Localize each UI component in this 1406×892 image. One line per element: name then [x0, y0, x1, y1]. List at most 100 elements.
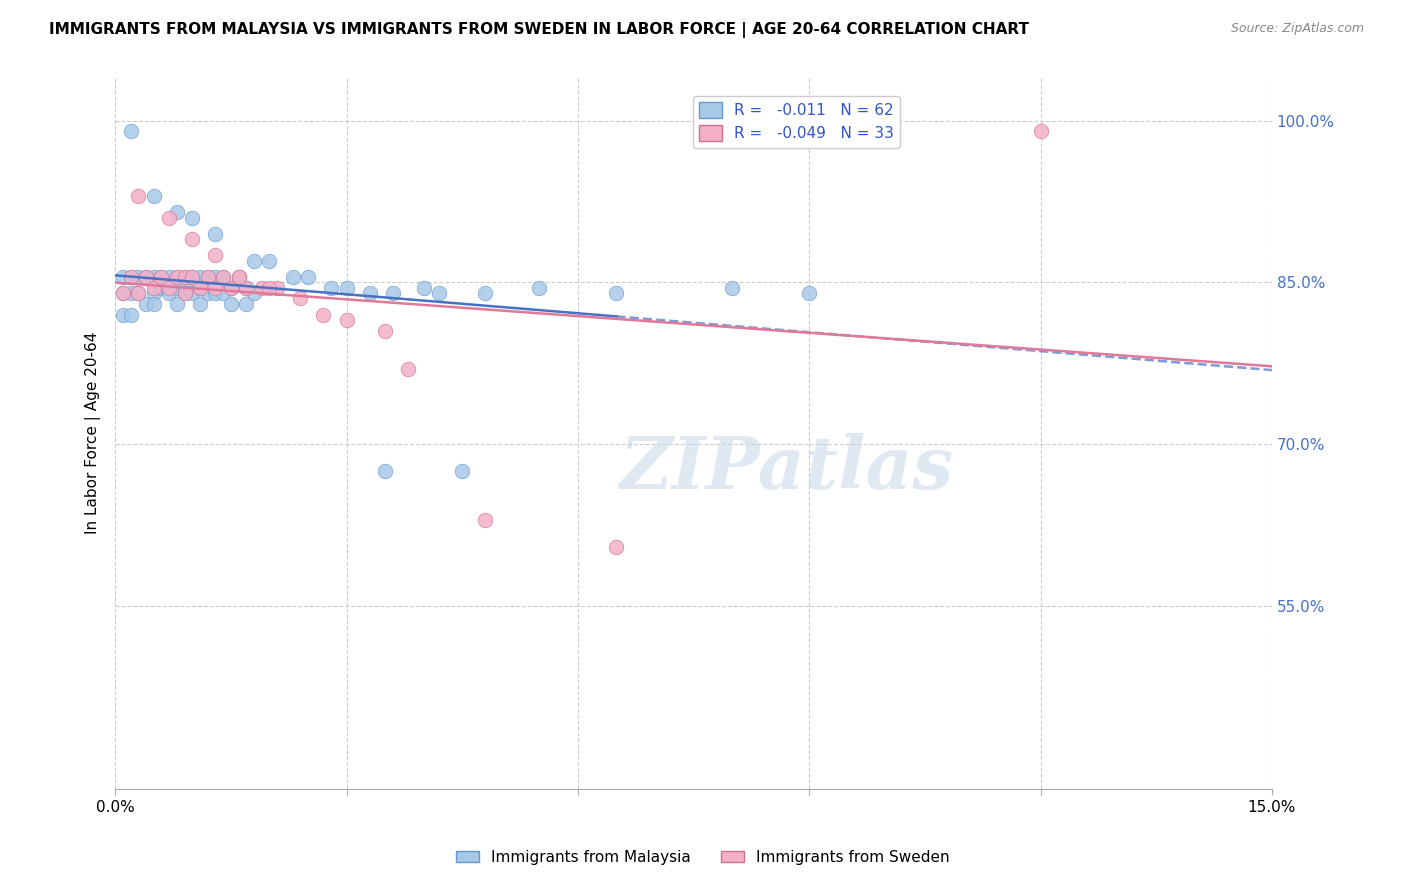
Point	[188, 297, 211, 311]
Point	[120, 286, 142, 301]
Point	[474, 512, 496, 526]
Y-axis label: In Labor Force | Age 20-64: In Labor Force | Age 20-64	[86, 332, 101, 534]
Text: ZIPatlas: ZIPatlas	[619, 434, 953, 504]
Point	[150, 269, 173, 284]
Point	[120, 269, 142, 284]
Point	[396, 361, 419, 376]
Point	[173, 269, 195, 284]
Point	[259, 253, 281, 268]
Point	[150, 281, 173, 295]
Point	[127, 269, 149, 284]
Point	[120, 124, 142, 138]
Point	[529, 281, 551, 295]
Point	[605, 540, 627, 554]
Point	[142, 297, 165, 311]
Point	[111, 286, 134, 301]
Point	[412, 281, 434, 295]
Point	[381, 286, 404, 301]
Point	[181, 211, 204, 225]
Point	[235, 281, 257, 295]
Point	[157, 286, 180, 301]
Point	[181, 269, 204, 284]
Point	[173, 286, 195, 301]
Point	[142, 281, 165, 295]
Point	[188, 281, 211, 295]
Point	[166, 281, 188, 295]
Point	[243, 253, 266, 268]
Point	[111, 269, 134, 284]
Point	[120, 269, 142, 284]
Point	[135, 269, 157, 284]
Point	[204, 269, 226, 284]
Point	[127, 286, 149, 301]
Point	[197, 269, 219, 284]
Point	[474, 286, 496, 301]
Point	[243, 286, 266, 301]
Point	[142, 189, 165, 203]
Point	[212, 269, 235, 284]
Point	[374, 464, 396, 478]
Point	[120, 308, 142, 322]
Point	[150, 269, 173, 284]
Point	[312, 308, 335, 322]
Point	[451, 464, 474, 478]
Text: Source: ZipAtlas.com: Source: ZipAtlas.com	[1230, 22, 1364, 36]
Point	[266, 281, 288, 295]
Point	[605, 286, 627, 301]
Point	[181, 269, 204, 284]
Point	[219, 297, 242, 311]
Point	[427, 286, 450, 301]
Point	[374, 324, 396, 338]
Point	[181, 232, 204, 246]
Point	[1029, 124, 1052, 138]
Point	[204, 281, 226, 295]
Point	[219, 281, 242, 295]
Point	[111, 308, 134, 322]
Point	[359, 286, 381, 301]
Point	[166, 269, 188, 284]
Point	[173, 269, 195, 284]
Point	[281, 269, 304, 284]
Point	[135, 297, 157, 311]
Point	[188, 269, 211, 284]
Point	[228, 269, 250, 284]
Point	[799, 286, 821, 301]
Point	[219, 281, 242, 295]
Legend: R =   -0.011   N = 62, R =   -0.049   N = 33: R = -0.011 N = 62, R = -0.049 N = 33	[693, 95, 900, 147]
Point	[197, 286, 219, 301]
Point	[157, 269, 180, 284]
Point	[250, 281, 273, 295]
Point	[197, 269, 219, 284]
Point	[212, 269, 235, 284]
Point	[721, 281, 744, 295]
Point	[173, 281, 195, 295]
Point	[228, 269, 250, 284]
Point	[142, 286, 165, 301]
Point	[135, 269, 157, 284]
Point	[235, 281, 257, 295]
Point	[297, 269, 319, 284]
Point	[235, 297, 257, 311]
Text: IMMIGRANTS FROM MALAYSIA VS IMMIGRANTS FROM SWEDEN IN LABOR FORCE | AGE 20-64 CO: IMMIGRANTS FROM MALAYSIA VS IMMIGRANTS F…	[49, 22, 1029, 38]
Point	[204, 286, 226, 301]
Point	[335, 281, 357, 295]
Point	[166, 269, 188, 284]
Point	[204, 248, 226, 262]
Point	[228, 269, 250, 284]
Point	[319, 281, 342, 295]
Point	[188, 281, 211, 295]
Point	[212, 286, 235, 301]
Point	[259, 281, 281, 295]
Point	[142, 269, 165, 284]
Point	[127, 286, 149, 301]
Point	[166, 205, 188, 219]
Point	[173, 286, 195, 301]
Point	[181, 286, 204, 301]
Point	[157, 281, 180, 295]
Point	[157, 211, 180, 225]
Point	[127, 189, 149, 203]
Legend: Immigrants from Malaysia, Immigrants from Sweden: Immigrants from Malaysia, Immigrants fro…	[450, 844, 956, 871]
Point	[335, 313, 357, 327]
Point	[166, 297, 188, 311]
Point	[290, 292, 312, 306]
